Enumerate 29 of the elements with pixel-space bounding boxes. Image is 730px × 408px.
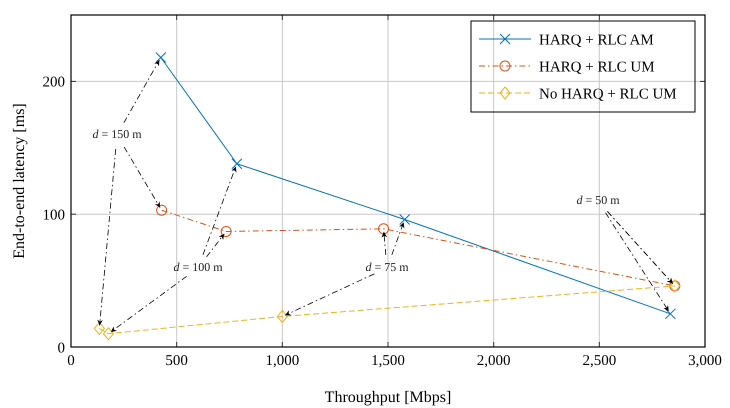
x-tick-label: 2,000 [476, 353, 511, 369]
point [231, 158, 242, 170]
point [102, 327, 114, 340]
annotation: d = 100 m [173, 260, 224, 274]
x-axis-title: Throughput [Mbps] [324, 389, 452, 406]
x-tick-label: 500 [165, 353, 188, 369]
legend-label: HARQ + RLC AM [539, 32, 654, 48]
y-tick-label: 0 [58, 340, 65, 356]
point [155, 52, 166, 63]
point [276, 310, 288, 323]
point [664, 308, 676, 320]
x-tick-label: 1,000 [265, 353, 300, 369]
y-axis-title: End-to-end latency [ms] [11, 103, 28, 259]
y-tick-label: 200 [42, 74, 65, 91]
point [378, 223, 390, 234]
x-tick-label: 1,500 [371, 353, 405, 369]
point [94, 322, 105, 335]
legend-label: No HARQ + RLC UM [539, 86, 677, 102]
annotation: d = 75 m [365, 260, 410, 274]
y-tick-label: 100 [42, 207, 65, 224]
x-tick-label: 3,000 [688, 353, 722, 369]
legend-label: HARQ + RLC UM [539, 59, 655, 76]
x-tick-label: 2,500 [582, 353, 616, 369]
point [156, 204, 168, 216]
annotation: d = 50 m [576, 192, 620, 207]
point [220, 226, 232, 237]
point [399, 214, 410, 226]
annotation: d = 150 m [92, 126, 142, 141]
x-tick-label: 0 [67, 353, 75, 369]
